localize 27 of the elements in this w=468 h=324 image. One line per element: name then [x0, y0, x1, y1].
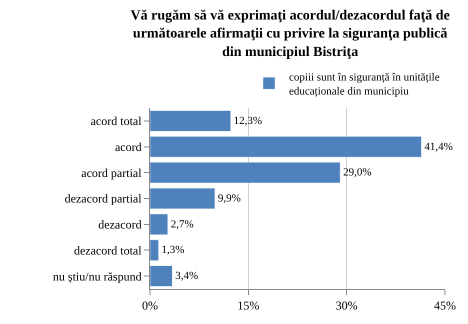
bar [150, 265, 173, 287]
bar [150, 188, 216, 210]
bar [150, 240, 159, 261]
bar [150, 214, 168, 235]
x-tick-label: 0% [142, 298, 158, 312]
y-tick-label: acord total [90, 114, 142, 128]
data-label: 1,3% [162, 244, 184, 256]
x-tick-label: 45% [434, 298, 456, 312]
y-tick-label: dezacord partial [64, 192, 142, 206]
data-label: 9,9% [218, 192, 241, 204]
y-tick-label: dezacord total [74, 243, 142, 258]
bar [150, 162, 340, 184]
y-tick-label: dezacord [98, 218, 142, 232]
data-label: 12,3% [234, 114, 262, 127]
y-tick-label: nu știu/nu răspund [52, 269, 142, 284]
bar [150, 136, 422, 158]
y-tick-label: acord [114, 140, 142, 154]
data-label: 2,7% [170, 218, 194, 230]
legend-label: copiii sunt în siguranță în unitățile educaționale din municipiu [289, 71, 440, 98]
chart-title: Vă rugăm să vă exprimaţi acordul/dezacordul faţă de următoarele afirmaţii cu privire la siguranţa publică din municipiul Bistriţa [130, 8, 450, 60]
x-tick-label: 15% [237, 298, 260, 312]
y-tick-label: acord partial [81, 166, 142, 180]
data-label: 41,4% [424, 140, 453, 153]
data-label: 29,0% [343, 166, 372, 179]
x-tick-label: 30% [336, 298, 358, 312]
bar [150, 110, 231, 132]
data-label: 3,4% [175, 270, 198, 282]
